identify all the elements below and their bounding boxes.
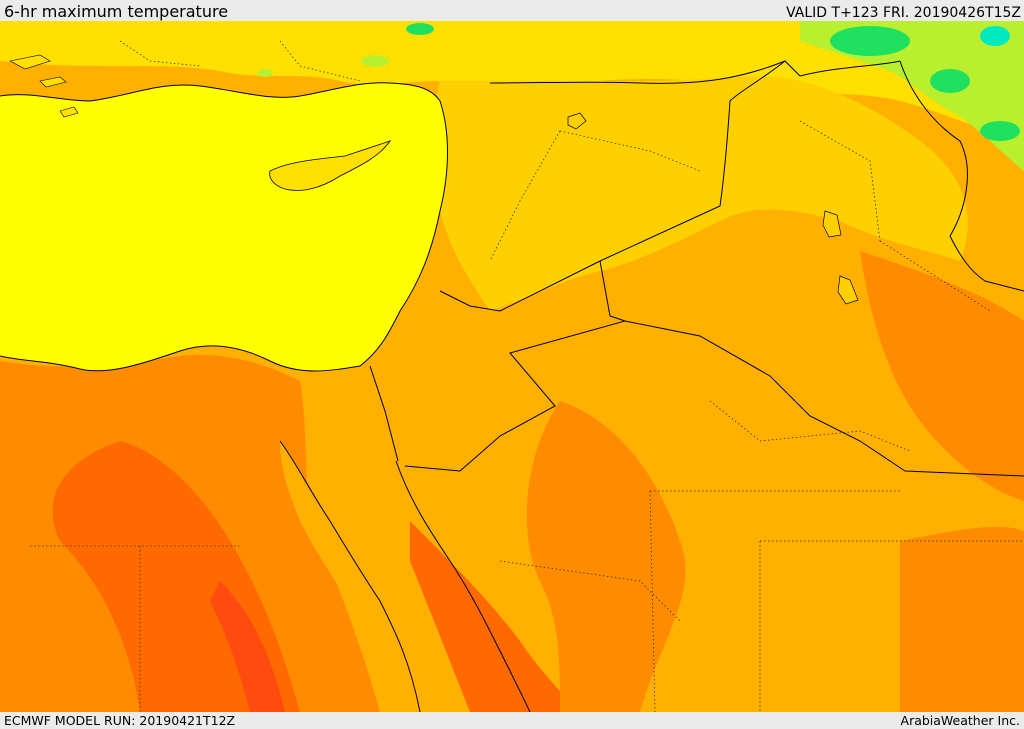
border-egypt-israel — [369, 365, 399, 462]
gulf-of-aqaba — [385, 461, 399, 521]
temperature-map[interactable] — [0, 21, 1024, 712]
border-iraq-saudi — [624, 320, 1024, 477]
cool-area-3 — [257, 69, 273, 77]
footer-bar: ECMWF MODEL RUN: 20190421T12Z ArabiaWeat… — [0, 712, 1024, 729]
syria-warm-zone — [432, 76, 968, 311]
border-iraq-iran — [899, 60, 1024, 292]
border-syria-iraq — [599, 60, 786, 262]
brand-label: ArabiaWeather Inc. — [900, 713, 1020, 728]
aegean-islands — [9, 54, 79, 118]
cyprus-island — [269, 140, 391, 191]
mediterranean-sea — [0, 82, 448, 372]
border-jordan — [404, 260, 627, 472]
arabia-orange-zone — [526, 401, 686, 712]
cold-area-1 — [830, 26, 910, 56]
cool-area-2 — [361, 55, 389, 67]
lake-assad — [567, 112, 587, 130]
map-title: 6-hr maximum temperature — [4, 2, 229, 21]
coastline-mediterranean — [0, 82, 448, 372]
nile-valley-hot — [210, 581, 285, 712]
map-canvas — [0, 21, 1024, 712]
red-sea — [280, 441, 420, 712]
iraq-hot-zone — [860, 251, 1024, 501]
cold-area-3 — [930, 69, 970, 93]
valid-time: VALID T+123 FRI. 20190426T15Z — [786, 5, 1021, 21]
cold-area-2 — [980, 26, 1010, 46]
cool-area-1 — [406, 23, 434, 35]
coastline-red-sea-west — [279, 440, 421, 712]
header-bar: 6-hr maximum temperature VALID T+123 FRI… — [0, 0, 1024, 21]
hejaz-hot-zone — [410, 521, 580, 712]
coastline-red-sea-east — [395, 460, 531, 712]
lake-razazah — [837, 275, 859, 305]
cold-area-4 — [980, 121, 1020, 141]
border-syria-turkey — [489, 60, 901, 84]
admin-boundaries — [30, 40, 1024, 712]
lake-tharthar — [822, 210, 842, 238]
southeast-orange-zone — [900, 526, 1024, 712]
border-syria-jordan — [439, 260, 601, 312]
cool-area-northeast — [800, 21, 1024, 171]
model-run-label: ECMWF MODEL RUN: 20190421T12Z — [4, 713, 236, 728]
